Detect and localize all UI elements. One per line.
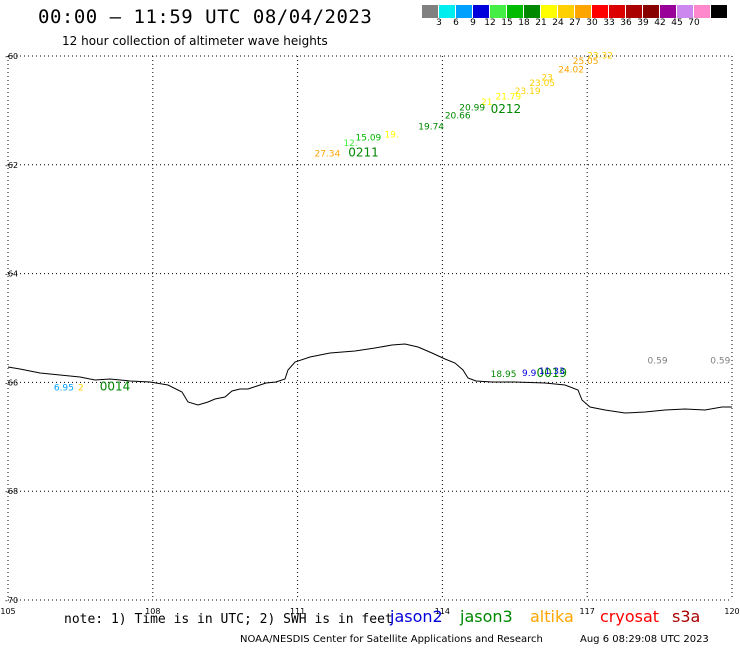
wave-height-label: 18.95 [491,370,517,380]
wave-height-label: 19.74 [418,122,444,132]
wave-height-label: 19. [384,131,398,141]
wave-height-label: 21.79 [495,93,521,103]
wave-height-label: 11.33 [539,367,565,377]
latitude-tick-label: -70 [5,596,18,605]
legend-swatch [694,5,711,18]
satellite-label-altika: altika [530,607,574,626]
legend-label: 3 [436,18,442,28]
satellite-label-jason3: jason3 [460,607,513,626]
wave-height-label: 2 [78,384,84,394]
longitude-tick-label: 105 [0,607,15,616]
wave-height-label: 23.19 [515,87,541,97]
legend-swatch [643,5,660,18]
wave-height-label: 15.09 [356,133,382,143]
legend-label: 9 [470,18,476,28]
pass-time-label: 0014 [100,380,131,394]
latitude-tick-label: -64 [5,270,18,279]
legend-swatch [456,5,473,18]
legend-swatch [439,5,456,18]
map-title: 00:00 – 11:59 UTC 08/04/2023 [38,6,373,28]
legend-label: 39 [637,18,649,28]
legend-label: 21 [535,18,547,28]
legend-label: 36 [620,18,632,28]
legend-swatch [626,5,643,18]
legend-swatch [490,5,507,18]
latitude-tick-label: -62 [5,161,18,170]
map-subtitle: 12 hour collection of altimeter wave hei… [62,34,328,48]
latitude-tick-label: -66 [5,378,18,387]
longitude-tick-label: 108 [145,607,160,616]
legend-swatch [660,5,677,18]
legend-label: 15 [501,18,513,28]
longitude-tick-label: 117 [580,607,595,616]
longitude-tick-label: 114 [435,607,450,616]
legend-swatch [558,5,575,18]
wave-height-label: 0.59 [710,356,730,366]
legend-swatch [609,5,626,18]
latitude-tick-label: -60 [5,52,18,61]
legend-label: 24 [552,18,564,28]
legend-label: 42 [654,18,666,28]
credit-line: NOAA/NESDIS Center for Satellite Applica… [240,634,543,645]
legend-swatch [473,5,490,18]
legend-label: 70 [688,18,700,28]
wave-height-label: 6.95 [54,384,74,394]
wave-height-label: 0.59 [648,356,668,366]
wave-height-label: 25.05 [573,57,599,67]
footer-note: note: 1) Time is in UTC; 2) SWH is in fe… [64,612,393,627]
legend-label: 30 [586,18,598,28]
legend-swatch [422,5,439,18]
legend-swatch [541,5,558,18]
coastline [7,343,732,414]
render-timestamp: Aug 6 08:29:08 UTC 2023 [580,634,709,645]
satellite-label-s3a: s3a [672,607,701,626]
satellite-label-cryosat: cryosat [600,607,660,626]
legend-label: 6 [453,18,459,28]
wave-height-label: 23.05 [529,79,555,89]
longitude-tick-label: 111 [290,607,305,616]
satellite-label-jason2: jason2 [390,607,443,626]
wave-height-label: 27.34 [314,150,340,160]
legend-label: 33 [603,18,615,28]
legend-label: 45 [671,18,683,28]
wave-height-label: 23 [541,73,552,83]
legend-label: 12 [484,18,496,28]
pass-time-label: 0019 [537,366,568,380]
legend-swatch [524,5,541,18]
legend-swatch [677,5,694,18]
wave-height-label: 21 [481,98,492,108]
legend-swatch [711,5,728,18]
legend-swatch [592,5,609,18]
pass-time-label: 0212 [491,102,522,116]
longitude-tick-label: 120 [724,607,739,616]
latitude-tick-label: -68 [5,487,18,496]
legend-swatch [507,5,524,18]
wave-height-label: 9.9 [522,369,537,379]
wave-height-label: 12. [343,139,357,149]
legend-label: 27 [569,18,581,28]
legend-swatches [422,5,740,18]
wave-height-label: 23.32 [587,52,613,62]
pass-time-label: 0211 [348,146,379,160]
legend-swatch [575,5,592,18]
wave-height-label: 24.02 [558,65,584,75]
wave-height-label: 20.66 [445,112,471,122]
legend-label: 18 [518,18,530,28]
wave-height-label: 20.99 [459,103,485,113]
